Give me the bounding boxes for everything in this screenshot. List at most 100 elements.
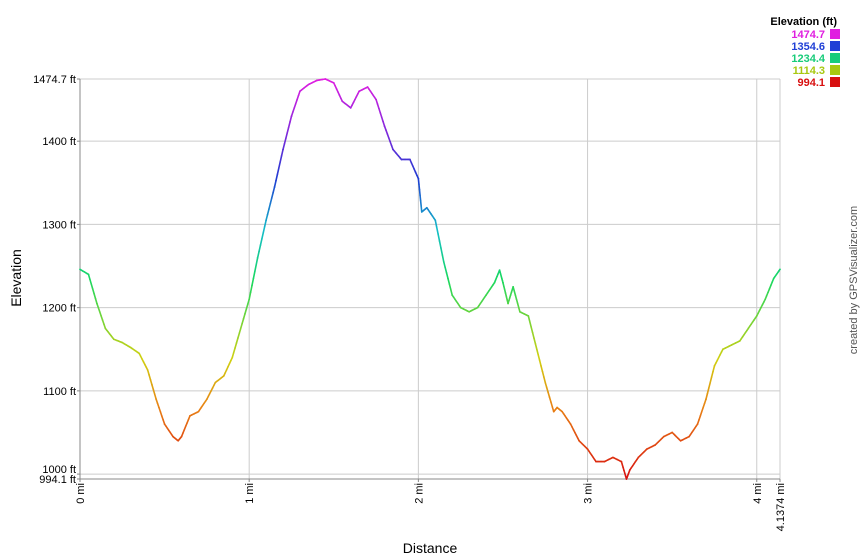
profile-point (764, 298, 767, 301)
x-tick-label: 2 mi (413, 483, 425, 504)
profile-point (79, 268, 81, 271)
profile-segment (540, 365, 544, 373)
profile-point (426, 206, 428, 209)
elevation-profile-line (79, 78, 781, 480)
profile-point (730, 344, 733, 346)
profile-segment (87, 273, 91, 280)
profile-segment (249, 284, 253, 294)
profile-segment (242, 313, 246, 320)
profile-segment (712, 365, 716, 373)
profile-segment (256, 250, 260, 259)
profile-segment (541, 370, 545, 378)
profile-segment (440, 247, 444, 256)
profile-segment (533, 337, 537, 345)
profile-segment (441, 254, 445, 263)
profile-point (459, 306, 462, 309)
profile-segment (93, 292, 97, 300)
profile-point (375, 98, 377, 101)
profile-segment (151, 383, 155, 391)
profile-point (556, 406, 558, 409)
profile-segment (94, 297, 98, 305)
profile-point (519, 310, 521, 313)
profile-segment (419, 194, 422, 202)
profile-point (637, 456, 640, 459)
profile-point (273, 186, 276, 188)
profile-segment (548, 396, 552, 403)
legend-entry-label: 1234.4 (791, 53, 826, 65)
profile-segment (279, 154, 283, 163)
y-tick-label: 1100 ft (43, 386, 76, 398)
profile-segment (419, 200, 422, 208)
profile-segment (262, 225, 266, 234)
profile-point (476, 306, 479, 309)
profile-segment (244, 308, 248, 315)
profile-segment (259, 238, 263, 247)
profile-point (146, 369, 149, 371)
profile-point (779, 268, 781, 271)
profile-segment (537, 353, 541, 362)
x-tick-label: 0 mi (75, 483, 87, 504)
profile-segment (153, 393, 157, 400)
profile-segment (448, 283, 452, 291)
profile-segment (235, 337, 239, 344)
profile-point (705, 398, 707, 400)
plot-frame (79, 79, 780, 480)
profile-segment (91, 288, 95, 295)
profile-segment (234, 342, 238, 349)
x-tick-label: 3 mi (583, 483, 595, 504)
profile-segment (241, 317, 245, 325)
profile-segment (231, 351, 235, 359)
profile-segment (434, 219, 438, 228)
profile-segment (275, 173, 279, 182)
profile-point (206, 398, 208, 400)
profile-point (468, 310, 470, 313)
legend-swatch (830, 41, 840, 51)
profile-segment (531, 331, 535, 339)
profile-segment (544, 381, 548, 389)
profile-point (239, 327, 242, 330)
y-tick-label: 1000 ft (42, 464, 76, 476)
profile-segment (287, 120, 291, 129)
profile-point (578, 439, 580, 442)
profile-point (612, 456, 614, 459)
profile-point (507, 302, 509, 305)
profile-point (197, 410, 200, 413)
profile-point (248, 298, 250, 301)
legend-swatch (830, 77, 840, 87)
profile-segment (709, 376, 713, 384)
profile-segment (530, 326, 534, 334)
y-tick-label: 1400 ft (42, 136, 76, 148)
profile-segment (418, 188, 421, 197)
profile-segment (286, 126, 290, 134)
profile-point (662, 435, 665, 438)
profile-segment (534, 342, 538, 351)
grid-lines (79, 78, 781, 480)
profile-point (121, 341, 124, 344)
profile-segment (265, 213, 269, 222)
profile-segment (269, 197, 273, 205)
profile-point (349, 107, 352, 109)
legend-swatch (830, 53, 840, 63)
profile-point (722, 348, 724, 351)
profile-point (138, 352, 141, 355)
profile-point (552, 410, 555, 413)
profile-point (586, 448, 589, 450)
legend-title: Elevation (ft) (770, 16, 837, 28)
profile-segment (418, 183, 421, 191)
credit-text: created by GPSVisualizer.com (848, 206, 860, 354)
profile-point (324, 78, 327, 80)
profile-segment (708, 381, 712, 389)
x-tick-label: 4 mi (752, 483, 764, 504)
profile-point (671, 431, 673, 434)
y-tick-label: 994.1 ft (39, 474, 76, 486)
x-axis-title: Distance (403, 540, 458, 556)
profile-point (688, 435, 690, 438)
profile-segment (283, 137, 287, 145)
profile-segment (450, 288, 454, 296)
profile-segment (280, 148, 284, 157)
profile-point (527, 315, 530, 317)
profile-point (163, 423, 166, 425)
profile-segment (282, 143, 286, 151)
profile-segment (550, 401, 554, 408)
legend-entry-label: 1354.6 (791, 41, 825, 53)
